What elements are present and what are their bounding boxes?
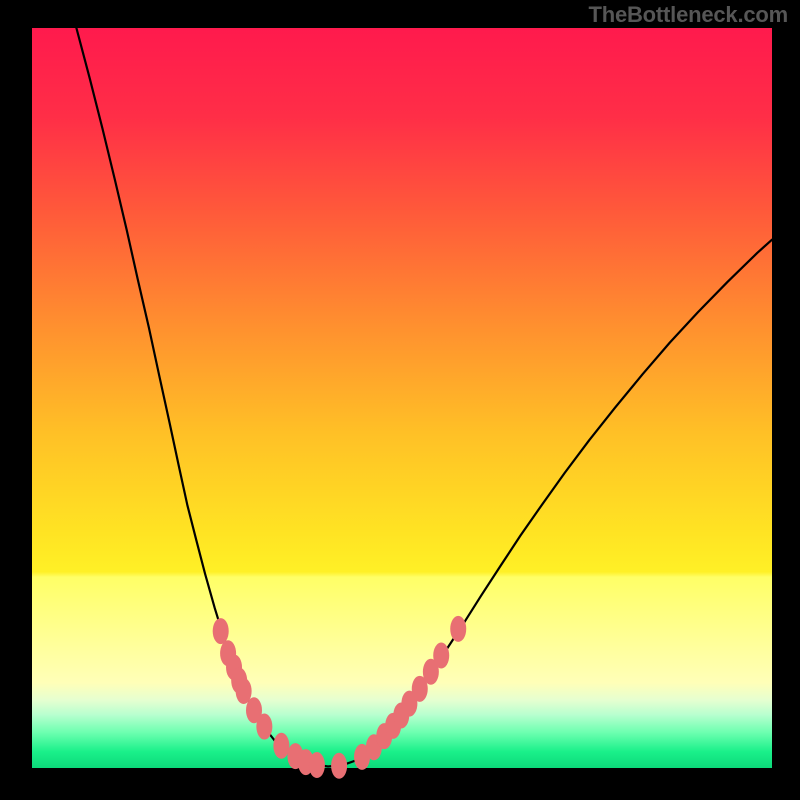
watermark-text: TheBottleneck.com <box>588 2 788 28</box>
plot-background <box>32 28 772 768</box>
data-dot <box>213 618 229 644</box>
data-dot <box>309 752 325 778</box>
data-dot <box>256 714 272 740</box>
data-dot <box>273 733 289 759</box>
data-dot <box>331 753 347 779</box>
data-dot <box>433 643 449 669</box>
bottleneck-chart <box>0 0 800 800</box>
data-dot <box>450 616 466 642</box>
